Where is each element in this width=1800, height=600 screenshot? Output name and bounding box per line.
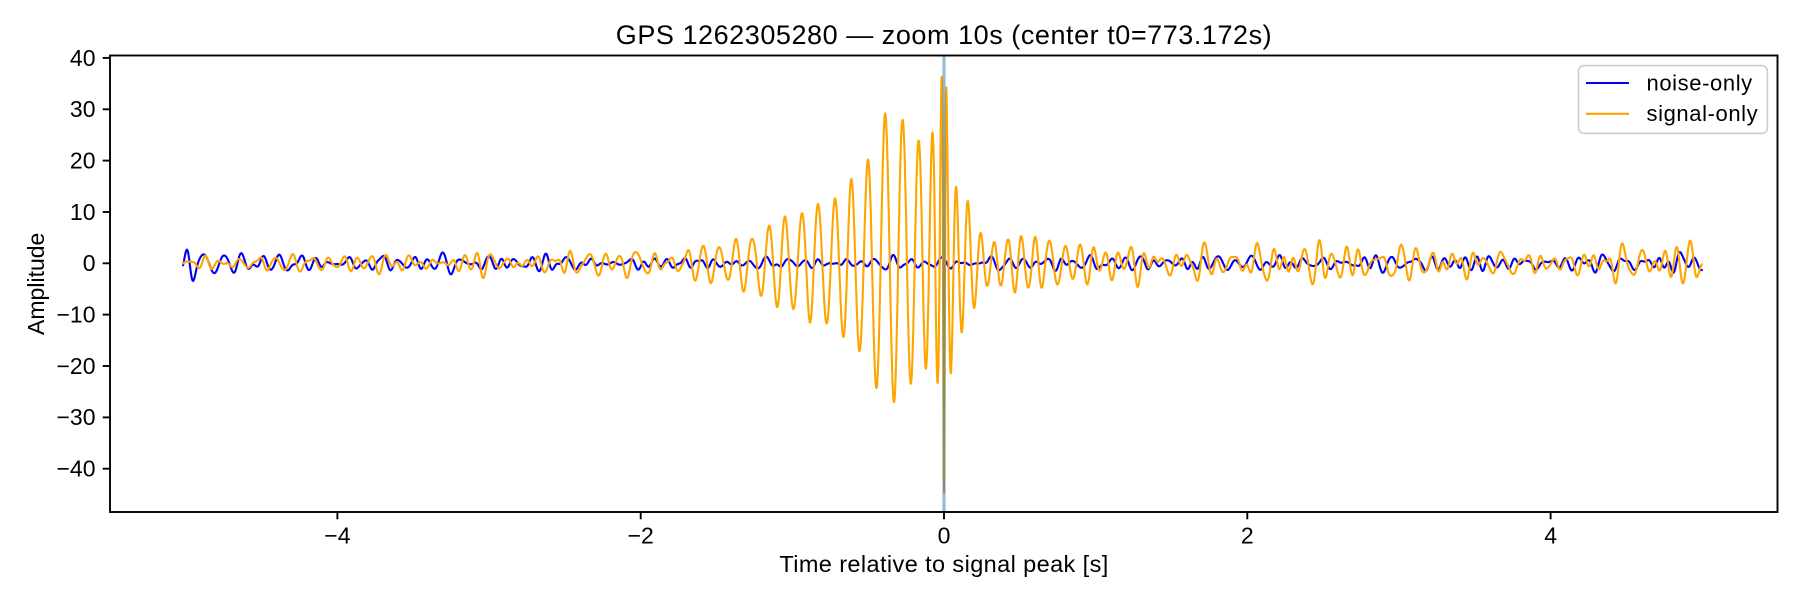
svg-text:signal-only: signal-only <box>1647 101 1759 126</box>
svg-text:Amplitude: Amplitude <box>23 233 49 335</box>
svg-text:40: 40 <box>70 45 96 71</box>
svg-text:0: 0 <box>83 250 96 276</box>
svg-text:−30: −30 <box>56 404 95 430</box>
svg-text:noise-only: noise-only <box>1647 70 1753 95</box>
svg-text:−20: −20 <box>56 353 95 379</box>
svg-text:−2: −2 <box>628 523 654 549</box>
svg-text:−4: −4 <box>324 523 350 549</box>
svg-text:20: 20 <box>70 148 96 174</box>
svg-text:GPS 1262305280 — zoom 10s (cen: GPS 1262305280 — zoom 10s (center t0=773… <box>616 20 1272 50</box>
svg-text:4: 4 <box>1544 523 1557 549</box>
svg-text:10: 10 <box>70 199 96 225</box>
svg-text:30: 30 <box>70 96 96 122</box>
svg-text:0: 0 <box>938 523 951 549</box>
svg-text:2: 2 <box>1241 523 1254 549</box>
svg-text:Time relative to signal peak [: Time relative to signal peak [s] <box>779 551 1108 577</box>
svg-text:−40: −40 <box>56 456 95 482</box>
svg-text:−10: −10 <box>56 302 95 328</box>
